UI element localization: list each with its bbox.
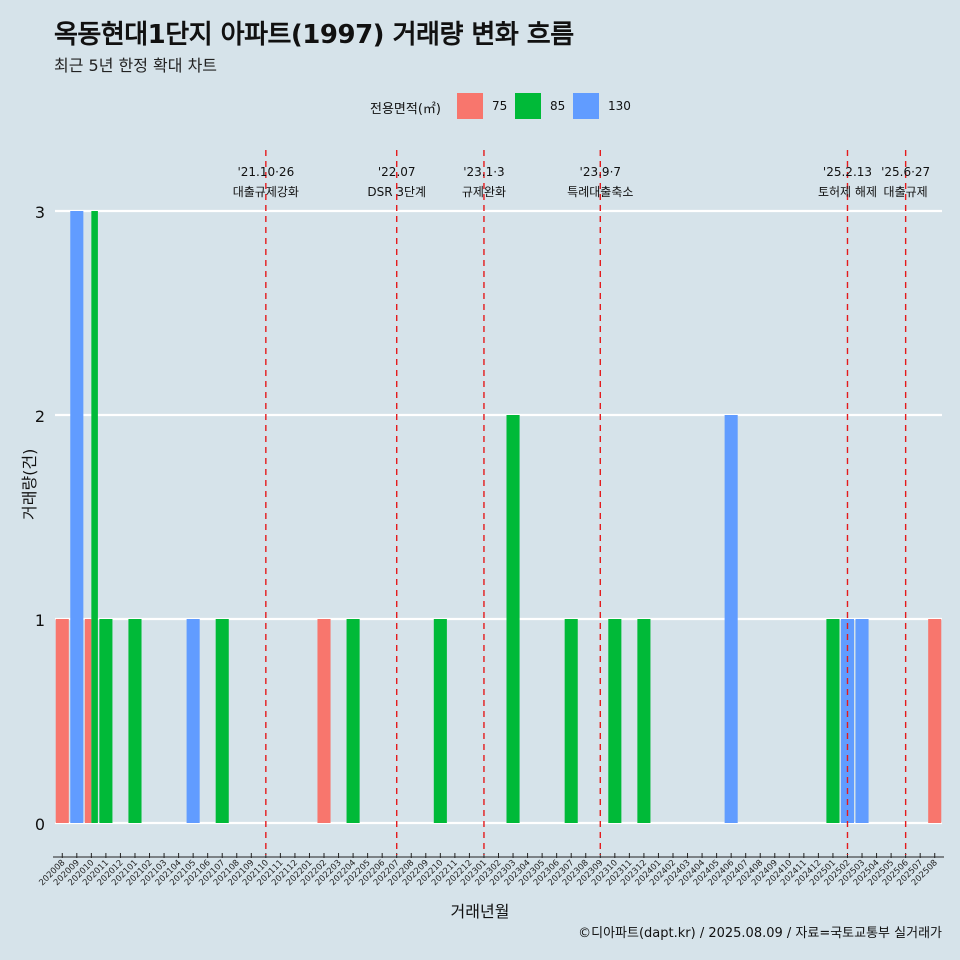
bar-202204-85 <box>346 619 360 823</box>
bar-202310-85 <box>608 619 622 823</box>
bar-202312-85 <box>637 619 651 823</box>
policy-name-label: 대출규제 <box>884 185 928 199</box>
bar-202010-75 <box>84 619 92 823</box>
policy-date-label: '22.07 <box>378 165 416 179</box>
legend-label-85: 85 <box>550 99 566 113</box>
bar-202307-85 <box>564 619 578 823</box>
bar-202501-85 <box>826 619 840 823</box>
bar-202508-75 <box>928 619 942 823</box>
bar-202503-130 <box>855 619 869 823</box>
bar-202010-85 <box>91 211 98 823</box>
bar-202210-85 <box>433 619 447 823</box>
bar-202406-130 <box>724 415 738 823</box>
bar-202105-130 <box>186 619 200 823</box>
legend-key-130 <box>573 93 599 119</box>
legend-key-75 <box>457 93 483 119</box>
legend-label-130: 130 <box>608 99 631 113</box>
policy-name-label: 토허제 해제 <box>818 185 877 199</box>
policy-date-label: '23.9·7 <box>580 165 621 179</box>
y-tick-label: 0 <box>35 815 45 834</box>
legend: 전용면적(㎡) 75 85 130 <box>0 93 960 121</box>
legend-title: 전용면적(㎡) <box>370 102 441 117</box>
policy-date-label: '21.10·26 <box>237 165 294 179</box>
legend-label-75: 75 <box>492 99 508 113</box>
chart-title: 옥동현대1단지 아파트(1997) 거래량 변화 흐름 <box>54 20 574 50</box>
bar-202011-85 <box>99 619 113 823</box>
policy-date-label: '25.2.13 <box>823 165 872 179</box>
bar-202107-85 <box>215 619 229 823</box>
x-axis-label: 거래년월 <box>450 902 510 921</box>
y-tick-label: 3 <box>35 203 45 222</box>
y-axis-label: 거래량(건) <box>20 448 39 520</box>
bar-202502-130 <box>840 619 855 823</box>
bar-202101-85 <box>128 619 142 823</box>
policy-date-label: '23.1·3 <box>463 165 504 179</box>
policy-name-label: 규제완화 <box>462 185 506 199</box>
chart-subtitle: 최근 5년 한정 확대 차트 <box>54 56 218 75</box>
y-tick-label: 1 <box>35 611 45 630</box>
bar-202009-130 <box>70 211 84 823</box>
source-caption: ©디아파트(dapt.kr) / 2025.08.09 / 자료=국토교통부 실… <box>578 926 942 941</box>
policy-name-label: DSR 3단계 <box>367 185 426 199</box>
bar-202008-75 <box>55 619 69 823</box>
policy-date-label: '25.6·27 <box>881 165 930 179</box>
bar-202202-75 <box>317 619 331 823</box>
policy-name-label: 대출규제강화 <box>233 185 299 199</box>
legend-key-85 <box>515 93 541 119</box>
y-tick-label: 2 <box>35 407 45 426</box>
policy-name-label: 특례대출축소 <box>567 185 633 199</box>
bar-202303-85 <box>506 415 520 823</box>
